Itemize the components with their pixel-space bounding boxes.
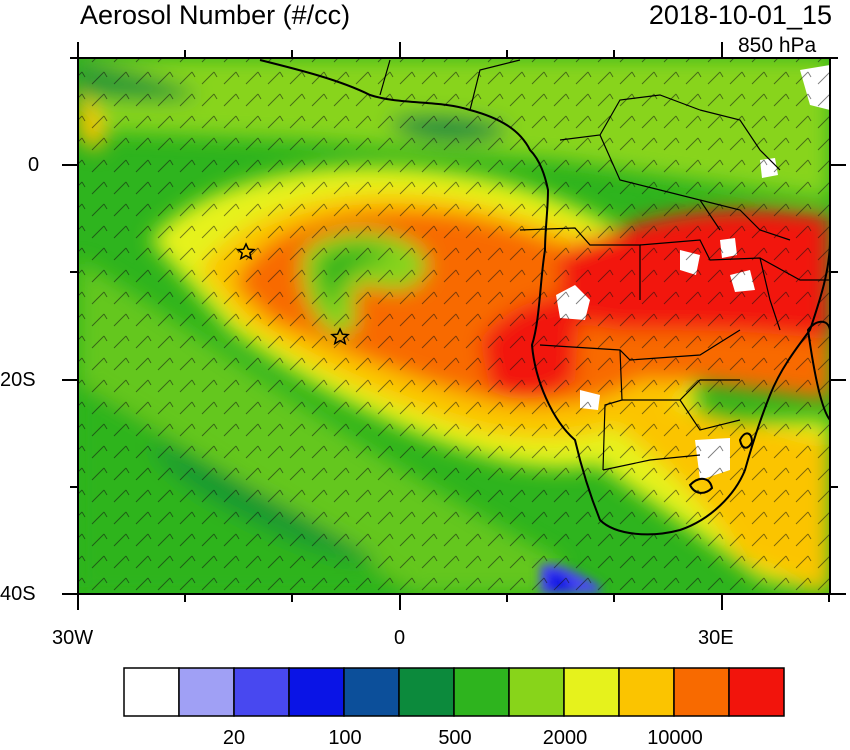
colorbar-label: 2000 [542, 727, 588, 749]
colorbar-swatch [453, 667, 510, 717]
colorbar-swatch [343, 667, 400, 717]
axis-ticks [62, 42, 846, 610]
map-frame [77, 57, 831, 595]
colorbar-label: 100 [328, 727, 362, 749]
station-markers [236, 242, 350, 346]
map-title: Aerosol Number (#/cc) [80, 0, 351, 30]
colorbar-swatch [123, 667, 180, 717]
colorbar-swatch [673, 667, 730, 717]
colorbar-label: 20 [222, 727, 246, 749]
colorbar-label: 500 [438, 727, 472, 749]
country-borders [379, 59, 830, 471]
colorbar [123, 667, 785, 717]
lat-tick-label: 40S [0, 583, 36, 605]
colorbar-swatch [618, 667, 675, 717]
colorbar-swatch [508, 667, 565, 717]
lon-tick-label: 30W [52, 627, 94, 649]
aerosol-field [78, 58, 830, 594]
lon-tick-label: 0 [394, 627, 406, 649]
map-datetime: 2018-10-01_15 [648, 0, 832, 30]
lon-tick-label: 30E [698, 627, 734, 649]
colorbar-swatch [233, 667, 290, 717]
lat-tick-label: 0 [28, 154, 40, 176]
pressure-level: 850 hPa [738, 34, 817, 57]
colorbar-swatch [563, 667, 620, 717]
star-marker-2 [330, 327, 350, 346]
colorbar-label: 10000 [647, 727, 703, 749]
colorbar-swatch [398, 667, 455, 717]
star-marker-1 [236, 242, 256, 261]
colorbar-swatch [728, 667, 785, 717]
lat-tick-label: 20S [0, 369, 36, 391]
colorbar-swatch [178, 667, 235, 717]
colorbar-swatch [288, 667, 345, 717]
